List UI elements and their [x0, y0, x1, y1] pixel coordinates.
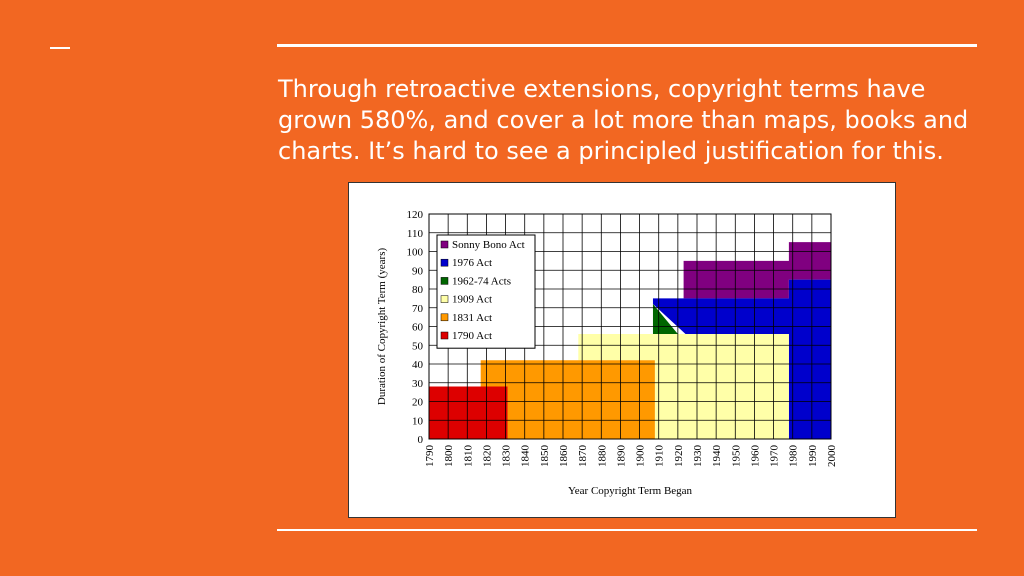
- axis-layer: 0 10 20 30 40 50 60 70 80 90 100 110 120 1790 1800 1810…: [407, 209, 839, 467]
- slide-headline: Through retroactive extensions, copyrigh…: [278, 75, 969, 165]
- x-tick-label: 1920: [673, 445, 685, 468]
- x-tick-label: 1950: [730, 445, 742, 468]
- y-tick-label: 40: [412, 359, 424, 371]
- y-tick-label: 100: [407, 247, 424, 259]
- y-tick-label: 10: [412, 415, 424, 427]
- legend-label: 1909 Act: [452, 294, 492, 306]
- x-tick-label: 1900: [635, 445, 647, 468]
- legend-swatch: [440, 295, 449, 303]
- y-axis-title: Duration of Copyright Term (years): [376, 248, 388, 406]
- series-area-4: [480, 360, 655, 439]
- legend-box: [436, 234, 536, 349]
- x-tick-label: 1890: [615, 445, 627, 468]
- x-tick-label: 1980: [788, 445, 800, 468]
- legend-label: 1790 Act: [452, 330, 492, 342]
- x-tick-label: 1790: [424, 445, 436, 468]
- legend-label: 1831 Act: [452, 312, 492, 324]
- y-tick-label: 0: [418, 434, 424, 446]
- x-tick-label: 1870: [577, 445, 589, 468]
- x-tick-label: 1830: [501, 445, 513, 468]
- y-tick-label: 80: [412, 284, 424, 296]
- legend-swatch: [440, 258, 449, 267]
- x-tick-label: 1880: [596, 445, 608, 468]
- bottom-rule: [277, 529, 977, 531]
- y-tick-label: 120: [407, 209, 424, 221]
- y-tick-label: 70: [412, 303, 424, 315]
- chart-svg: 0 10 20 30 40 50 60 70 80 90 100 110 120 1790 1800 1810…: [376, 209, 839, 497]
- legend-label: 1976 Act: [452, 257, 492, 269]
- top-rule: [277, 44, 977, 47]
- legend-swatch: [440, 277, 449, 285]
- x-tick-label: 1990: [807, 445, 819, 468]
- x-tick-label: 1820: [481, 445, 493, 468]
- x-tick-label: 1910: [654, 445, 666, 468]
- x-tick-label: 1940: [711, 445, 723, 468]
- y-tick-label: 30: [412, 378, 424, 390]
- y-tick-label: 20: [412, 397, 424, 409]
- y-tick-label: 110: [407, 228, 424, 240]
- legend: Sonny Bono Act 1976 Act 1962-74 Acts 1909 A…: [436, 234, 536, 349]
- legend-swatch: [440, 331, 449, 340]
- plot-border: [428, 213, 832, 440]
- y-tick-label: 90: [412, 265, 424, 277]
- x-tick-label: 1800: [443, 445, 455, 468]
- x-tick-label: 1840: [520, 445, 532, 468]
- legend-swatch: [440, 313, 449, 322]
- x-tick-label: 1860: [558, 445, 570, 468]
- x-tick-label: 1960: [749, 445, 761, 468]
- legend-label: Sonny Bono Act: [452, 239, 525, 251]
- series-area-1: [652, 279, 831, 439]
- x-tick-label: 2000: [826, 445, 838, 468]
- y-tick-label: 50: [412, 340, 424, 352]
- copyright-term-chart: 0 10 20 30 40 50 60 70 80 90 100 110 120 1790 1800 1810…: [348, 182, 896, 518]
- x-tick-label: 1810: [462, 445, 474, 468]
- x-tick-label: 1850: [539, 445, 551, 468]
- accent-dash: [50, 47, 70, 49]
- series-area-5: [429, 386, 508, 439]
- x-tick-label: 1970: [769, 445, 781, 468]
- x-tick-label: 1930: [692, 445, 704, 468]
- legend-label: 1962-74 Acts: [452, 275, 511, 287]
- legend-swatch: [440, 240, 449, 249]
- y-tick-label: 60: [412, 322, 424, 334]
- x-axis-title: Year Copyright Term Began: [568, 485, 693, 497]
